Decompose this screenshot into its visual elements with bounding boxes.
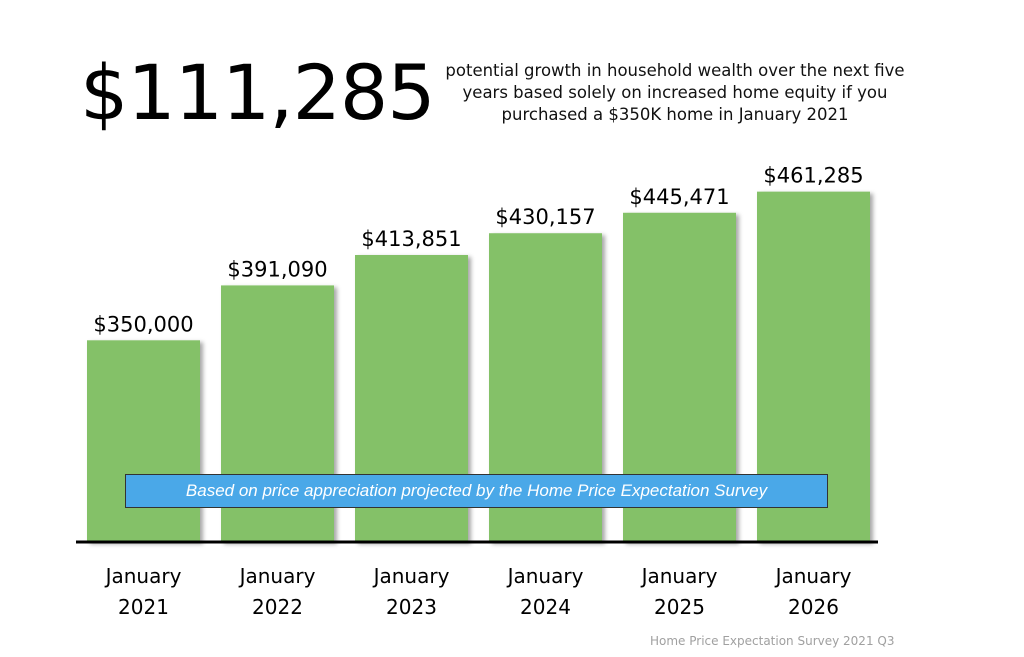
x-tick-label: 2024 (520, 595, 571, 619)
x-tick-label: 2026 (788, 595, 839, 619)
data-label: $445,471 (629, 185, 729, 209)
data-label: $430,157 (495, 205, 595, 229)
data-label: $461,285 (763, 164, 863, 188)
methodology-note: Based on price appreciation projected by… (125, 474, 828, 508)
headline-amount: $111,285 (80, 48, 436, 137)
x-tick-label: January (372, 564, 450, 588)
x-tick-label: 2023 (386, 595, 437, 619)
x-tick-label: January (104, 564, 182, 588)
x-tick-label: January (774, 564, 852, 588)
x-tick-label: January (640, 564, 718, 588)
x-tick-label: January (238, 564, 316, 588)
source-caption: Home Price Expectation Survey 2021 Q3 (650, 634, 895, 648)
x-tick-label: January (506, 564, 584, 588)
data-label: $350,000 (93, 312, 193, 336)
x-tick-label: 2025 (654, 595, 705, 619)
headline-description: potential growth in household wealth ove… (445, 61, 905, 124)
x-tick-label: 2022 (252, 595, 303, 619)
bar (87, 340, 200, 542)
x-tick-label: 2021 (118, 595, 169, 619)
data-label: $391,090 (227, 257, 327, 281)
data-label: $413,851 (361, 227, 461, 251)
